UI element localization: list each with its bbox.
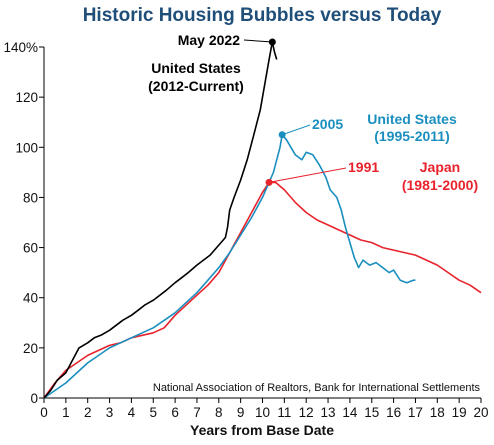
annotation-1991-label: 1991: [348, 159, 379, 175]
x-tick-label: 5: [149, 405, 157, 420]
x-tick-label: 11: [277, 405, 291, 420]
x-tick-label: 4: [128, 405, 136, 420]
x-tick-label: 2: [84, 405, 92, 420]
x-tick-label: 13: [321, 405, 336, 420]
series-line-us-1995: [43, 134, 416, 399]
series-line-us-2012: [43, 41, 278, 399]
source-note: National Association of Realtors, Bank f…: [153, 382, 481, 394]
x-tick-label: 6: [171, 405, 179, 420]
series-label-us-1995-line-1: United States: [367, 111, 457, 127]
series-group: [43, 41, 482, 399]
y-tick-label: 120: [15, 90, 38, 105]
x-tick-label: 17: [408, 405, 423, 420]
annotation-may-2022-label: May 2022: [178, 32, 240, 48]
x-tick-label: 14: [342, 405, 358, 420]
x-tick-label: 16: [386, 405, 401, 420]
annotation-2005-label: 2005: [312, 116, 343, 132]
series-label-japan-line-1: Japan: [420, 159, 460, 175]
x-tick-label: 0: [40, 405, 48, 420]
x-tick-label: 3: [106, 405, 114, 420]
y-tick-label: 20: [23, 341, 38, 356]
x-tick-label: 1: [62, 405, 70, 420]
annotation-2005-leader: [281, 124, 311, 136]
x-tick-label: 9: [237, 405, 245, 420]
y-tick-label: 80: [23, 190, 38, 205]
x-tick-label: 10: [255, 405, 270, 420]
series-line-japan: [43, 181, 482, 399]
series-label-japan-line-2: (1981-2000): [402, 177, 478, 193]
y-tick-label: 140%: [3, 40, 38, 55]
series-label-us-1995-line-2: (1995-2011): [374, 128, 450, 144]
x-axis-ticks: 0 1 2 3 4 5 6 7 8 9 10 11 12 13 14 15 16 17 18 19 20: [40, 398, 489, 420]
x-tick-label: 12: [299, 405, 314, 420]
annotation-may-2022-marker: [268, 38, 276, 46]
series-label-us-2012-line-2: (2012-Current): [148, 78, 244, 94]
x-axis-title: Years from Base Date: [190, 422, 334, 438]
series-labels: United States (2012-Current) United States…: [148, 60, 478, 193]
x-tick-label: 8: [215, 405, 223, 420]
annotation-1991-marker: [265, 178, 273, 186]
x-tick-label: 18: [430, 405, 445, 420]
chart-title: Historic Housing Bubbles versus Today: [83, 5, 442, 26]
y-tick-label: 40: [23, 291, 38, 306]
annotation-2005-marker: [278, 131, 286, 139]
y-axis-ticks: 0 20 40 60 80 100 120 140%: [3, 40, 44, 406]
annotation-1991-leader: [268, 167, 347, 183]
x-tick-label: 19: [452, 405, 467, 420]
annotation-may-2022-leader: [243, 39, 273, 43]
y-tick-label: 100: [15, 140, 38, 155]
x-tick-label: 15: [364, 405, 379, 420]
y-tick-label: 60: [23, 241, 38, 256]
x-tick-label: 20: [473, 405, 488, 420]
x-tick-label: 7: [193, 405, 201, 420]
annotations: May 2022 2005 1991: [178, 32, 379, 186]
series-label-us-2012-line-1: United States: [151, 60, 241, 76]
y-tick-label: 0: [30, 391, 38, 406]
